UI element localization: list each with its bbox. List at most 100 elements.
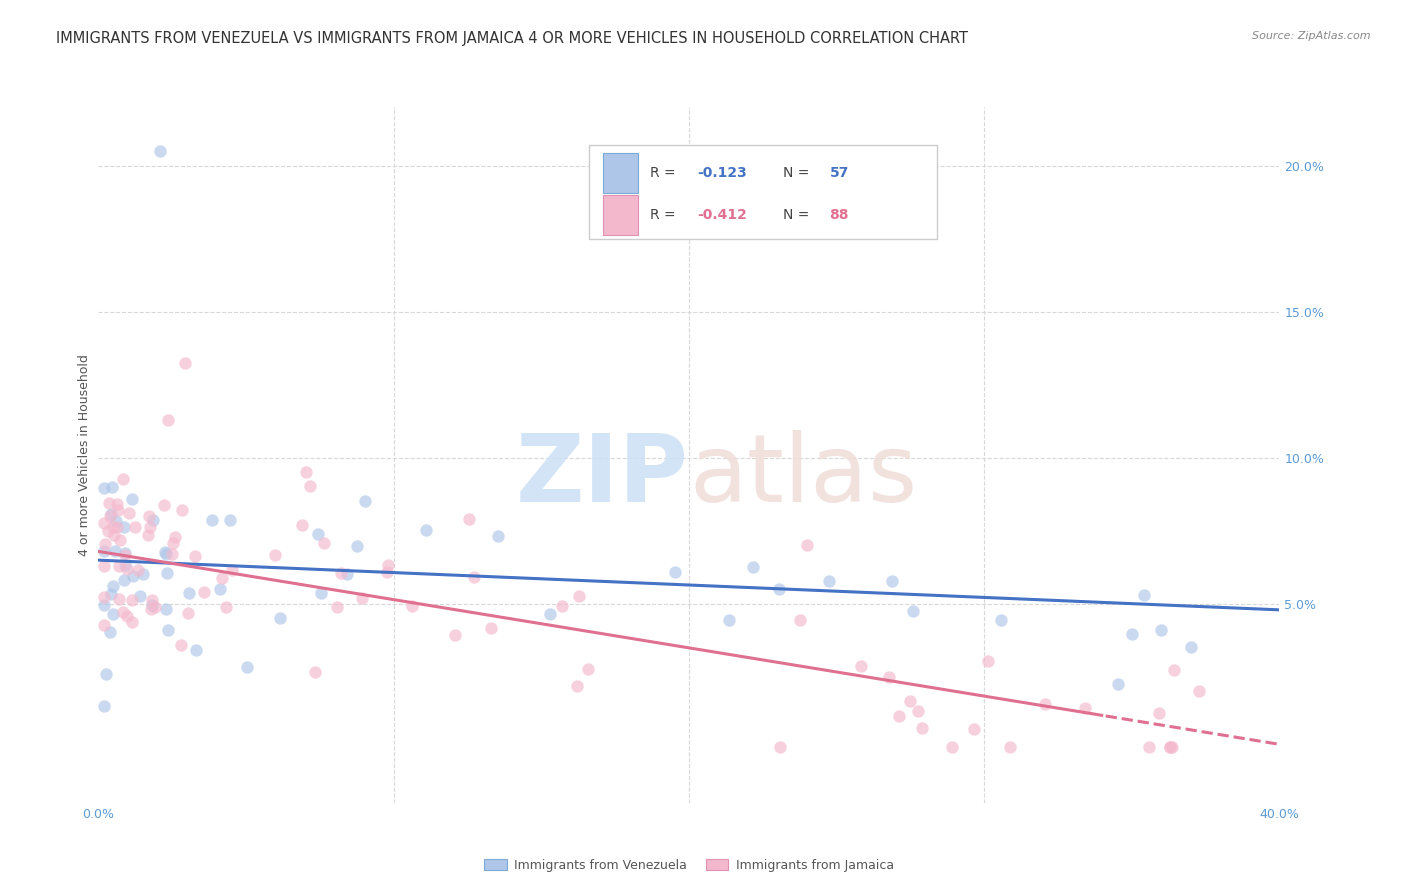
Point: [1160, 740, 1182, 755]
Point: [444, 627, 467, 641]
Point: [350, 591, 373, 606]
Point: [100, 587, 122, 601]
Point: [879, 670, 901, 684]
Point: [568, 589, 591, 603]
Point: [1188, 684, 1211, 698]
Point: [211, 571, 233, 585]
Point: [849, 659, 872, 673]
Point: [142, 513, 165, 527]
Point: [291, 517, 314, 532]
Point: [193, 585, 215, 599]
Point: [156, 566, 179, 581]
Point: [880, 574, 903, 589]
Point: [103, 607, 125, 621]
Point: [138, 509, 160, 524]
Point: [112, 573, 135, 587]
Point: [121, 491, 143, 506]
Point: [136, 527, 159, 541]
Point: [103, 528, 125, 542]
FancyBboxPatch shape: [603, 153, 638, 194]
Point: [129, 589, 152, 603]
Point: [98, 508, 121, 523]
Point: [346, 540, 368, 554]
Point: [1180, 640, 1202, 654]
Text: atlas: atlas: [689, 430, 917, 522]
Point: [93, 481, 115, 495]
Point: [314, 536, 336, 550]
Point: [209, 582, 232, 597]
Point: [141, 598, 163, 612]
Point: [901, 604, 924, 618]
Point: [1121, 627, 1143, 641]
Point: [155, 548, 177, 562]
Point: [1137, 740, 1160, 755]
Point: [304, 665, 326, 679]
Point: [221, 563, 243, 577]
Point: [1074, 701, 1097, 715]
Point: [184, 643, 207, 657]
Point: [108, 533, 131, 548]
Point: [911, 721, 934, 735]
Point: [817, 574, 839, 588]
Point: [124, 520, 146, 534]
Point: [354, 494, 377, 508]
Point: [177, 606, 200, 620]
Point: [457, 512, 479, 526]
Point: [990, 613, 1012, 627]
Point: [132, 567, 155, 582]
Point: [479, 621, 502, 635]
FancyBboxPatch shape: [603, 194, 638, 235]
Point: [463, 569, 485, 583]
Point: [768, 582, 790, 597]
Point: [163, 530, 186, 544]
Point: [789, 614, 811, 628]
Point: [98, 625, 121, 640]
Point: [796, 538, 818, 552]
Point: [1107, 677, 1129, 691]
Point: [1149, 706, 1171, 721]
Point: [377, 558, 399, 573]
Point: [107, 502, 129, 516]
Point: [1159, 740, 1181, 755]
Point: [108, 592, 131, 607]
Point: [105, 520, 128, 534]
Point: [114, 548, 136, 562]
Point: [269, 611, 291, 625]
Point: [298, 479, 321, 493]
Point: [141, 593, 163, 607]
Point: [295, 466, 318, 480]
Point: [112, 472, 135, 486]
Point: [107, 559, 129, 574]
Point: [1035, 697, 1057, 711]
Point: [141, 602, 163, 616]
Point: [93, 516, 115, 530]
FancyBboxPatch shape: [589, 145, 936, 239]
Point: [157, 623, 180, 637]
Point: [114, 558, 136, 573]
Point: [201, 513, 224, 527]
Point: [898, 694, 921, 708]
Point: [174, 356, 197, 370]
Point: [941, 740, 963, 755]
Point: [156, 412, 179, 426]
Point: [329, 566, 352, 580]
Point: [183, 549, 205, 563]
Text: -0.412: -0.412: [697, 208, 747, 222]
Point: [101, 480, 124, 494]
Text: Source: ZipAtlas.com: Source: ZipAtlas.com: [1253, 31, 1371, 41]
Point: [162, 536, 184, 550]
Point: [998, 740, 1021, 755]
Point: [127, 563, 149, 577]
Point: [717, 613, 740, 627]
Point: [105, 514, 128, 528]
Point: [143, 600, 166, 615]
Text: R =: R =: [650, 208, 681, 222]
Point: [307, 527, 329, 541]
Y-axis label: 4 or more Vehicles in Household: 4 or more Vehicles in Household: [79, 354, 91, 556]
Point: [219, 513, 242, 527]
Text: -0.123: -0.123: [697, 166, 747, 180]
Point: [139, 520, 162, 534]
Point: [93, 544, 115, 558]
Point: [377, 565, 399, 579]
Point: [565, 679, 588, 693]
